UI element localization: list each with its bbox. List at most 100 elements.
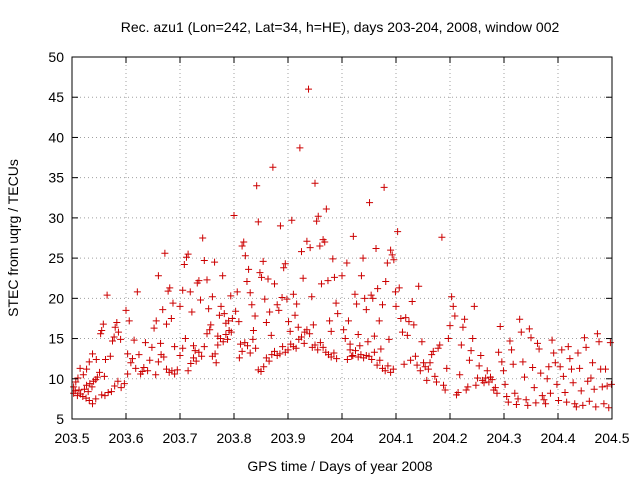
- data-point: [334, 310, 342, 318]
- data-point: [132, 364, 140, 372]
- data-point: [383, 259, 391, 267]
- data-point: [92, 395, 100, 403]
- data-point: [111, 323, 119, 331]
- data-point: [99, 320, 107, 328]
- data-point: [200, 257, 208, 265]
- data-point: [199, 234, 207, 242]
- data-point: [501, 380, 509, 388]
- data-point: [113, 318, 121, 326]
- data-point: [106, 352, 114, 360]
- data-point: [130, 336, 138, 344]
- data-point: [369, 294, 377, 302]
- data-point: [572, 403, 580, 411]
- data-point: [509, 360, 517, 368]
- data-point: [181, 335, 189, 343]
- data-point: [246, 349, 254, 357]
- data-point: [184, 250, 192, 258]
- data-point: [451, 312, 459, 320]
- data-point: [152, 317, 160, 325]
- data-point: [140, 364, 148, 372]
- data-point: [313, 217, 321, 225]
- data-point: [341, 335, 349, 343]
- data-point: [424, 365, 432, 373]
- data-point: [418, 338, 426, 346]
- data-point: [392, 302, 400, 310]
- data-point: [448, 293, 456, 301]
- data-point: [571, 400, 579, 408]
- data-point: [75, 386, 83, 394]
- data-point: [606, 339, 614, 347]
- data-point: [564, 343, 572, 351]
- data-point: [324, 277, 332, 285]
- data-point: [195, 277, 203, 285]
- data-point: [163, 320, 170, 328]
- data-point: [559, 372, 567, 380]
- data-point: [192, 357, 200, 365]
- data-point: [103, 291, 111, 299]
- data-point: [385, 335, 393, 343]
- data-point: [354, 331, 362, 339]
- data-point: [493, 389, 501, 397]
- data-point: [587, 374, 595, 382]
- data-point: [125, 317, 133, 325]
- data-point: [219, 272, 227, 280]
- axis-ticks: [71, 56, 613, 420]
- data-point: [294, 323, 302, 331]
- data-point: [305, 85, 313, 93]
- data-point: [264, 275, 272, 283]
- data-point: [584, 377, 592, 385]
- data-point: [182, 253, 190, 261]
- data-point: [74, 374, 82, 382]
- data-point: [551, 359, 559, 367]
- data-point: [211, 350, 219, 358]
- data-point: [446, 322, 454, 330]
- data-point: [561, 388, 569, 396]
- y-tick-label: 50: [48, 49, 64, 65]
- data-point: [306, 244, 314, 252]
- y-axis-label: STEC from uqrg / TECUs: [5, 159, 21, 317]
- data-point: [154, 358, 162, 366]
- data-point: [267, 331, 275, 339]
- data-point: [579, 401, 587, 409]
- data-point: [498, 358, 506, 366]
- data-point: [109, 337, 116, 345]
- data-point: [504, 398, 512, 406]
- data-point: [195, 348, 203, 356]
- data-point: [127, 359, 135, 367]
- data-point: [382, 277, 390, 285]
- data-point: [291, 311, 299, 319]
- data-point: [72, 378, 80, 386]
- data-point: [397, 314, 405, 322]
- data-point: [582, 343, 590, 351]
- data-point: [456, 371, 464, 379]
- data-point: [321, 238, 329, 246]
- data-point: [188, 308, 196, 316]
- data-point: [370, 348, 378, 356]
- data-point: [100, 372, 108, 380]
- x-tick-label: 203.6: [108, 430, 143, 446]
- data-point: [348, 352, 356, 360]
- data-point: [89, 400, 97, 408]
- data-point: [470, 302, 478, 310]
- x-tick-label: 204.2: [432, 430, 467, 446]
- data-point: [135, 351, 143, 359]
- data-point: [343, 259, 351, 267]
- data-point: [111, 382, 119, 390]
- data-point: [254, 218, 262, 226]
- data-point: [98, 327, 106, 335]
- data-point: [454, 388, 462, 396]
- data-point: [243, 277, 251, 285]
- data-point: [338, 272, 346, 280]
- data-point: [249, 327, 257, 335]
- data-point: [367, 291, 375, 299]
- data-point: [370, 332, 378, 340]
- data-point: [258, 273, 266, 281]
- data-point: [235, 318, 243, 326]
- data-point: [499, 367, 507, 375]
- data-point: [303, 326, 311, 334]
- data-point: [535, 345, 543, 353]
- data-point: [327, 327, 335, 335]
- data-point: [271, 347, 278, 355]
- data-point: [93, 373, 101, 381]
- data-point: [359, 254, 367, 262]
